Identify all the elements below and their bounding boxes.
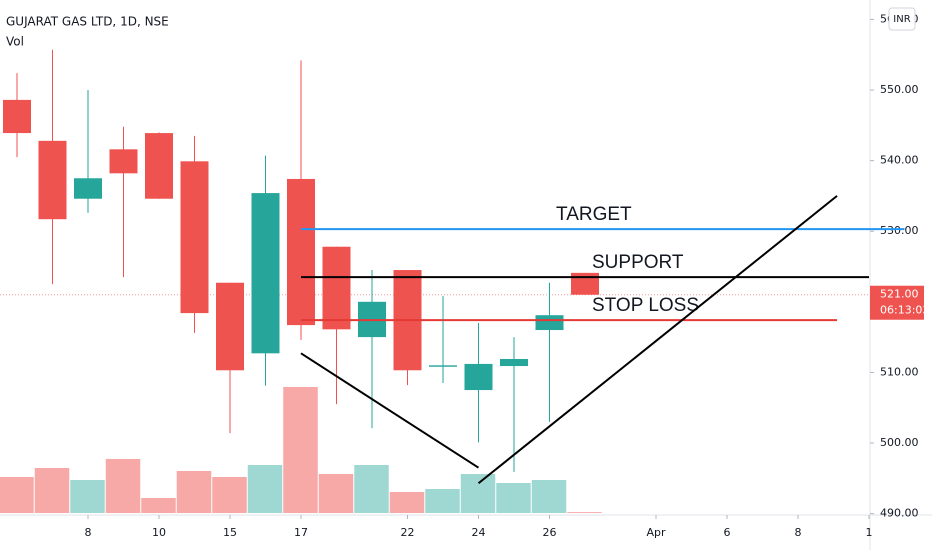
volume-bar: [0, 477, 34, 513]
x-tick-label: 17: [294, 526, 308, 539]
x-tick-label: 10: [152, 526, 166, 539]
volume-bar: [354, 465, 389, 513]
x-tick-label: Apr: [646, 526, 666, 539]
volume-bar: [567, 512, 602, 513]
volume-bar: [531, 480, 567, 513]
trend-line: [477, 195, 838, 485]
volume-bar: [283, 387, 318, 513]
x-tick-label: 8: [85, 526, 92, 539]
candle-body: [109, 149, 138, 174]
candle-body: [429, 365, 457, 367]
candle-body: [38, 140, 67, 220]
candle-body: [251, 193, 280, 354]
volume-bar: [496, 483, 531, 513]
volume-bar: [425, 489, 460, 513]
x-tick-label: 22: [401, 526, 415, 539]
candle-body: [322, 246, 351, 330]
volume-label: Vol: [6, 35, 24, 49]
x-tick-label: 15: [223, 526, 237, 539]
volume-bar: [247, 465, 283, 513]
plot: 490.00500.00510.00520.00530.00540.00550.…: [0, 12, 919, 539]
candle-body: [145, 133, 173, 199]
volume-bar: [34, 468, 70, 513]
candle-body: [3, 99, 31, 134]
x-tick-label: 26: [543, 526, 557, 539]
volume-bar: [212, 477, 247, 513]
candle-body: [216, 282, 244, 371]
x-tick-label: 24: [472, 526, 486, 539]
last-price-label: 521.00: [880, 288, 919, 301]
x-tick-label: 6: [724, 526, 731, 539]
countdown-label: 06:13:03: [880, 304, 929, 317]
x-tick-label: 1: [866, 526, 873, 539]
candle-body: [464, 363, 493, 391]
annotation-label: SUPPORT: [592, 252, 684, 273]
annotation-label: STOP LOSS: [592, 295, 699, 316]
candle-body: [535, 315, 564, 331]
candle-body: [287, 178, 315, 326]
candle-body: [571, 272, 599, 295]
y-tick-label: 530.00: [880, 224, 919, 237]
currency-label[interactable]: INR: [893, 14, 910, 25]
y-tick-label: 540.00: [880, 154, 919, 167]
volume-bar: [318, 474, 354, 513]
volume-bar: [70, 480, 105, 513]
x-tick-label: 8: [795, 526, 802, 539]
candle-body: [74, 178, 102, 199]
volume-bar: [389, 492, 425, 513]
currency-badge[interactable]: [888, 7, 916, 31]
last-price-box: [870, 285, 924, 320]
trend-line: [300, 352, 480, 469]
y-tick-label: 500.00: [880, 436, 919, 449]
y-tick-label: 510.00: [880, 365, 919, 378]
volume-bar: [460, 474, 496, 513]
annotation-label: TARGET: [556, 204, 632, 225]
volume-bar: [105, 459, 141, 513]
y-tick-label: 490.00: [880, 507, 919, 520]
candle-body: [500, 358, 528, 367]
candle-body: [180, 161, 209, 314]
volume-bar: [176, 471, 212, 513]
volume-bar: [141, 498, 176, 513]
y-tick-label: 550.00: [880, 83, 919, 96]
symbol-title: GUJARAT GAS LTD, 1D, NSE: [6, 15, 169, 29]
